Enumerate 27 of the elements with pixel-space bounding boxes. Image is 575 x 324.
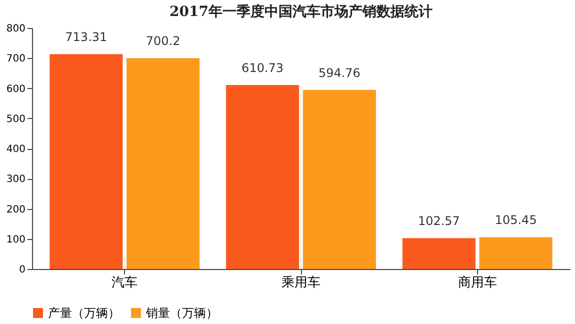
bar <box>402 238 476 269</box>
data-label: 610.73 <box>242 61 284 76</box>
y-tick-label: 100 <box>6 234 26 246</box>
data-label: 713.31 <box>65 30 108 44</box>
y-tick-label: 700 <box>6 54 26 65</box>
data-label: 700.2 <box>146 34 180 48</box>
y-tick-label: 300 <box>6 174 26 186</box>
legend-label: 产量（万辆） <box>48 306 120 320</box>
y-tick-label: 200 <box>6 204 26 216</box>
x-tick-label: 商用车 <box>458 276 497 290</box>
data-label: 594.76 <box>318 66 360 80</box>
bar <box>50 54 123 269</box>
bar <box>126 58 200 269</box>
x-tick-label: 乘用车 <box>282 276 320 290</box>
y-tick-label: 500 <box>6 114 26 125</box>
y-tick-label: 400 <box>6 144 26 155</box>
data-label: 105.45 <box>494 213 537 228</box>
y-tick-label: 0 <box>19 264 26 276</box>
y-tick-label: 800 <box>6 24 26 34</box>
bar <box>302 90 376 269</box>
data-label: 102.57 <box>418 214 460 228</box>
x-tick-label: 汽车 <box>112 276 138 290</box>
bar <box>226 85 300 269</box>
legend-label: 销量（万辆） <box>145 306 218 320</box>
bar <box>479 237 552 269</box>
y-tick-label: 600 <box>6 84 26 95</box>
chart-title: 2017年一季度中国汽车市场产销数据统计 <box>170 3 432 20</box>
